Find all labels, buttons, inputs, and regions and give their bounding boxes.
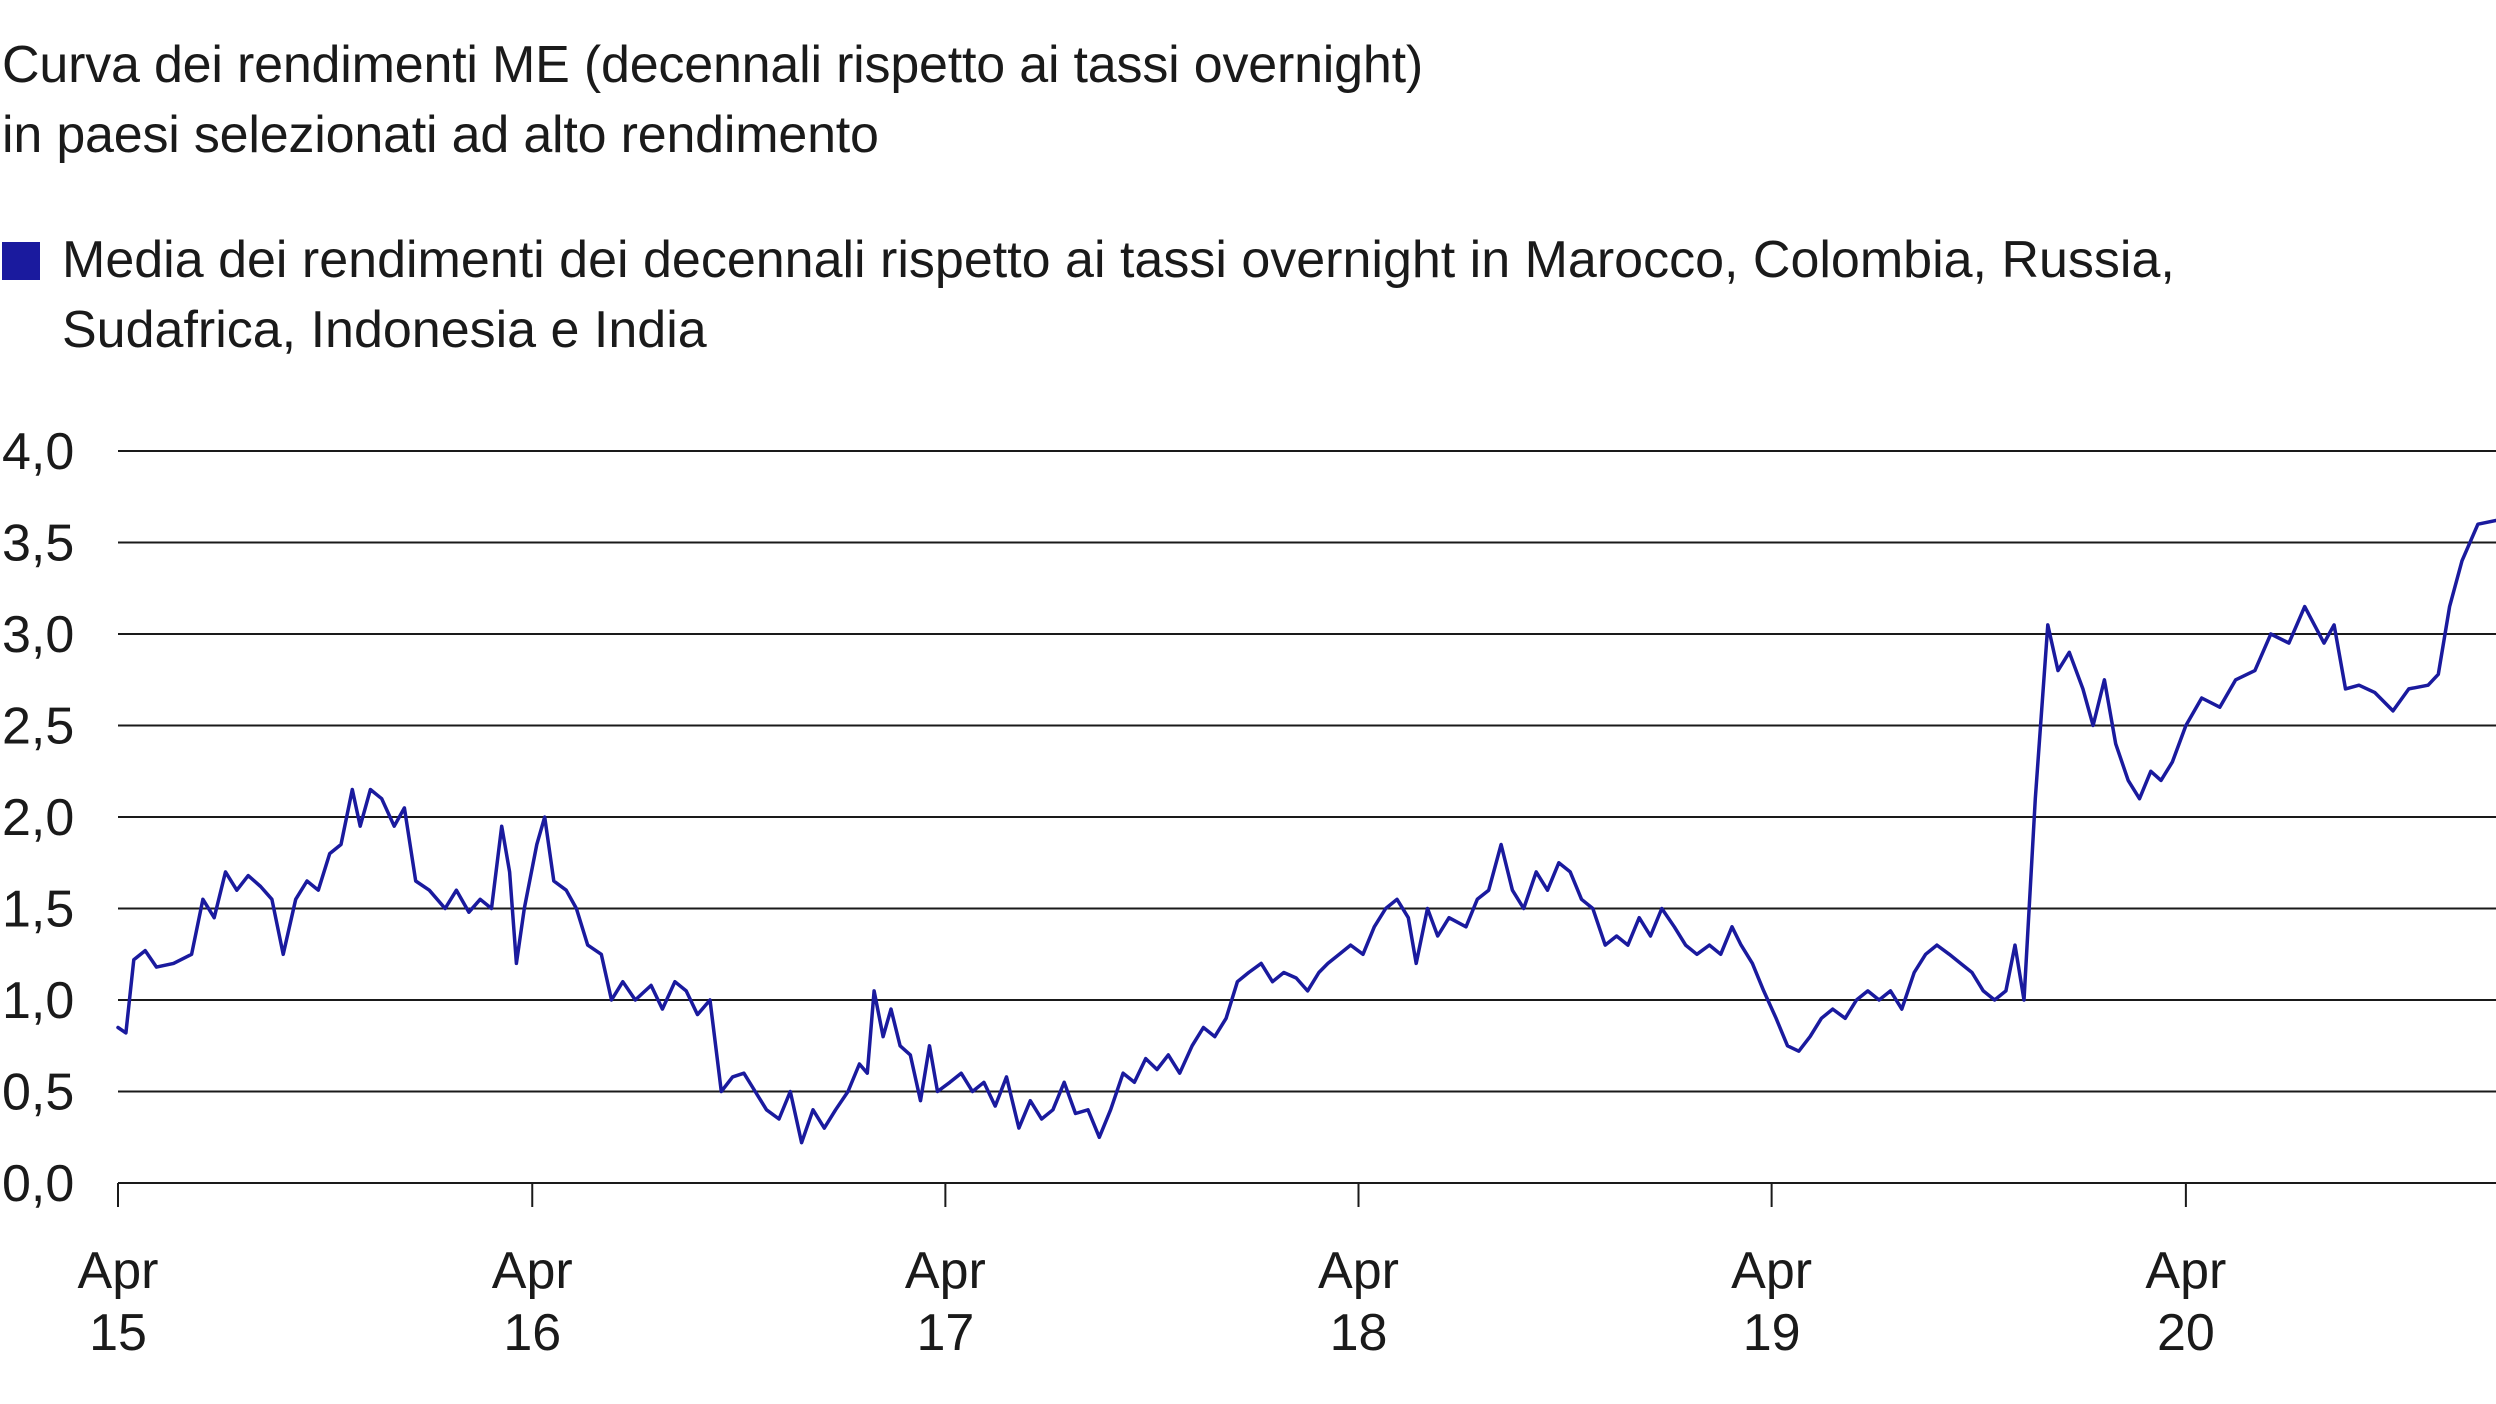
x-tick-label-month-1: Apr <box>492 1242 573 1300</box>
x-tick-label-month-5: Apr <box>2145 1242 2226 1300</box>
gridlines <box>118 450 2496 1184</box>
series-layer <box>116 518 2496 1145</box>
series-line-0 <box>116 518 2496 1145</box>
y-tick-label-7: 3,5 <box>2 515 74 573</box>
y-tick-label-6: 3,0 <box>2 606 74 664</box>
x-tick-label-year-5: 20 <box>2157 1304 2215 1362</box>
y-tick-label-8: 4,0 <box>2 423 74 481</box>
legend: Media dei rendimenti dei decennali rispe… <box>2 225 2402 365</box>
y-tick-label-0: 0,0 <box>2 1155 74 1213</box>
legend-swatch <box>2 242 40 280</box>
y-tick-label-1: 0,5 <box>2 1064 74 1122</box>
x-tick-label-month-0: Apr <box>78 1242 159 1300</box>
x-tick-label-year-4: 19 <box>1743 1304 1801 1362</box>
x-tick-label-month-4: Apr <box>1731 1242 1812 1300</box>
y-axis: 0,0 0,5 1,0 1,5 2,0 2,5 3,0 3,5 4,0 <box>2 423 74 1213</box>
x-tick-label-year-1: 16 <box>503 1304 561 1362</box>
x-tick-label-year-2: 17 <box>916 1304 974 1362</box>
y-tick-label-5: 2,5 <box>2 698 74 756</box>
legend-label: Media dei rendimenti dei decennali rispe… <box>62 231 2175 359</box>
x-tick-label-year-0: 15 <box>89 1304 147 1362</box>
chart-title: Curva dei rendimenti ME (decennali rispe… <box>2 36 1423 164</box>
y-tick-label-4: 2,0 <box>2 789 74 847</box>
x-tick-label-month-2: Apr <box>905 1242 986 1300</box>
x-tick-label-month-3: Apr <box>1318 1242 1399 1300</box>
x-tick-label-year-3: 18 <box>1330 1304 1388 1362</box>
y-tick-label-3: 1,5 <box>2 881 74 939</box>
y-tick-label-2: 1,0 <box>2 972 74 1030</box>
